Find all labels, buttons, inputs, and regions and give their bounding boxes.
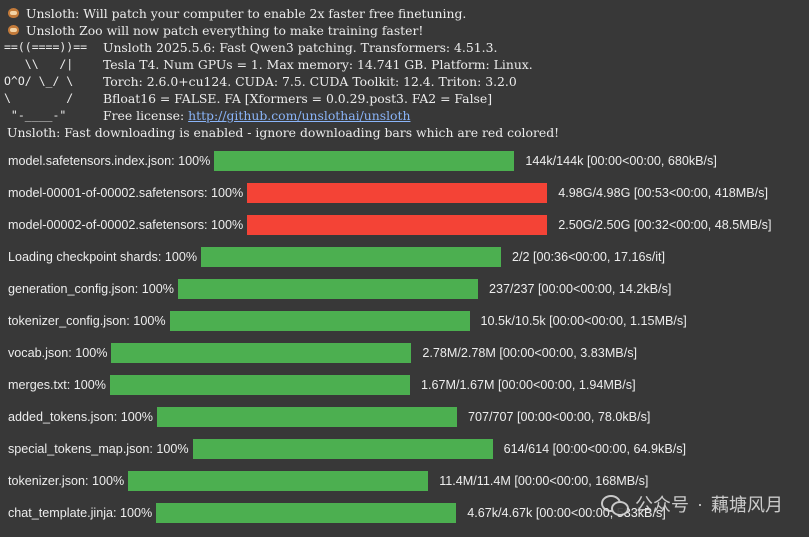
sloth-emoji-icon	[7, 24, 20, 36]
progress-fill	[192, 439, 493, 459]
torch-info-line: Torch: 2.6.0+cu124. CUDA: 7.5. CUDA Tool…	[103, 74, 517, 89]
fast-download-notice: Unsloth: Fast downloading is enabled - i…	[7, 125, 560, 140]
progress-fill	[177, 279, 478, 299]
progress-stats: 144k/144k [00:00<00:00, 680kB/s]	[525, 154, 717, 168]
license-line: Free license: http://github.com/unslotha…	[103, 108, 411, 123]
progress-stats: 2/2 [00:36<00:00, 17.16s/it]	[512, 250, 666, 264]
progress-label: special_tokens_map.json: 100%	[8, 442, 189, 456]
progress-label: tokenizer.json: 100%	[8, 474, 125, 488]
progress-label: added_tokens.json: 100%	[8, 410, 153, 424]
progress-fill	[128, 471, 429, 491]
progress-track	[128, 471, 429, 491]
progress-fill	[156, 503, 457, 523]
progress-fill	[247, 183, 548, 203]
progress-label: model-00001-of-00002.safetensors: 100%	[8, 186, 244, 200]
progress-track	[110, 375, 410, 395]
progress-bar-row: chat_template.jinja: 100% 4.67k/4.67k [00…	[8, 503, 666, 523]
zoo-notice-line: Unsloth Zoo will now patch everything to…	[7, 22, 423, 39]
ascii-art-row-2: \\ /|	[4, 57, 74, 71]
progress-bar-row: Loading checkpoint shards: 100% 2/2 [00:3…	[8, 247, 665, 267]
progress-bar-row: special_tokens_map.json: 100% 614/614 [00…	[8, 439, 686, 459]
progress-label: Loading checkpoint shards: 100%	[8, 250, 198, 264]
progress-label: model-00002-of-00002.safetensors: 100%	[8, 218, 244, 232]
version-info-line: Unsloth 2025.5.6: Fast Qwen3 patching. T…	[103, 40, 498, 55]
progress-fill	[214, 151, 515, 171]
progress-bar-row: tokenizer.json: 100% 11.4M/11.4M [00:00<0…	[8, 471, 648, 491]
watermark-separator: ·	[697, 493, 703, 514]
progress-label: merges.txt: 100%	[8, 378, 106, 392]
progress-label: tokenizer_config.json: 100%	[8, 314, 166, 328]
progress-track	[111, 343, 412, 363]
progress-bar-row: merges.txt: 100% 1.67M/1.67M [00:00<00:00…	[8, 375, 636, 395]
progress-stats: 2.78M/2.78M [00:00<00:00, 3.83MB/s]	[422, 346, 638, 360]
progress-label: model.safetensors.index.json: 100%	[8, 154, 211, 168]
progress-stats: 11.4M/11.4M [00:00<00:00, 168MB/s]	[439, 474, 649, 488]
progress-track	[156, 407, 457, 427]
progress-fill	[247, 215, 548, 235]
progress-fill	[111, 343, 412, 363]
progress-track	[156, 503, 457, 523]
ascii-art-row-1: ==((====))==	[4, 40, 88, 54]
progress-bar-row: model-00002-of-00002.safetensors: 100% 2.…	[8, 215, 771, 235]
progress-track	[247, 183, 548, 203]
patch-notice-line: Unsloth: Will patch your computer to ena…	[7, 5, 466, 22]
wechat-watermark: 公众号 · 藕塘风月	[601, 491, 783, 517]
progress-bar-row: vocab.json: 100% 2.78M/2.78M [00:00<00:00…	[8, 343, 637, 363]
gpu-info-line: Tesla T4. Num GPUs = 1. Max memory: 14.7…	[103, 57, 533, 72]
license-link[interactable]: http://github.com/unslothai/unsloth	[188, 108, 411, 123]
sloth-emoji-icon	[7, 7, 20, 19]
progress-label: vocab.json: 100%	[8, 346, 108, 360]
wechat-icon	[601, 493, 629, 516]
progress-bar-row: model.safetensors.index.json: 100% 144k/1…	[8, 151, 717, 171]
watermark-author: 藕塘风月	[711, 495, 783, 515]
ascii-art-row-4: \ /	[4, 91, 74, 105]
progress-track	[177, 279, 478, 299]
progress-label: generation_config.json: 100%	[8, 282, 174, 296]
progress-bar-row: generation_config.json: 100% 237/237 [00:…	[8, 279, 671, 299]
progress-stats: 614/614 [00:00<00:00, 64.9kB/s]	[503, 442, 687, 456]
progress-fill	[169, 311, 470, 331]
progress-stats: 2.50G/2.50G [00:32<00:00, 48.5MB/s]	[558, 218, 772, 232]
progress-track	[169, 311, 470, 331]
progress-fill	[110, 375, 410, 395]
progress-track	[214, 151, 515, 171]
progress-track	[247, 215, 548, 235]
progress-stats: 1.67M/1.67M [00:00<00:00, 1.94MB/s]	[421, 378, 636, 392]
progress-stats: 237/237 [00:00<00:00, 14.2kB/s]	[488, 282, 672, 296]
watermark-channel: 公众号	[635, 495, 689, 515]
progress-label: chat_template.jinja: 100%	[8, 506, 153, 520]
bfloat-info-line: Bfloat16 = FALSE. FA [Xformers = 0.0.29.…	[103, 91, 493, 106]
progress-stats: 707/707 [00:00<00:00, 78.0kB/s]	[467, 410, 651, 424]
progress-stats: 4.98G/4.98G [00:53<00:00, 418MB/s]	[558, 186, 768, 200]
progress-stats: 10.5k/10.5k [00:00<00:00, 1.15MB/s]	[480, 314, 687, 328]
ascii-art-row-3: O^O/ \_/ \	[4, 74, 74, 88]
progress-track	[192, 439, 493, 459]
progress-fill	[156, 407, 457, 427]
ascii-art-row-5: "-____-"	[4, 108, 67, 122]
progress-bar-row: model-00001-of-00002.safetensors: 100% 4.…	[8, 183, 768, 203]
progress-bar-row: added_tokens.json: 100% 707/707 [00:00<00…	[8, 407, 650, 427]
progress-track	[201, 247, 502, 267]
progress-bar-row: tokenizer_config.json: 100% 10.5k/10.5k […	[8, 311, 687, 331]
progress-fill	[201, 247, 502, 267]
